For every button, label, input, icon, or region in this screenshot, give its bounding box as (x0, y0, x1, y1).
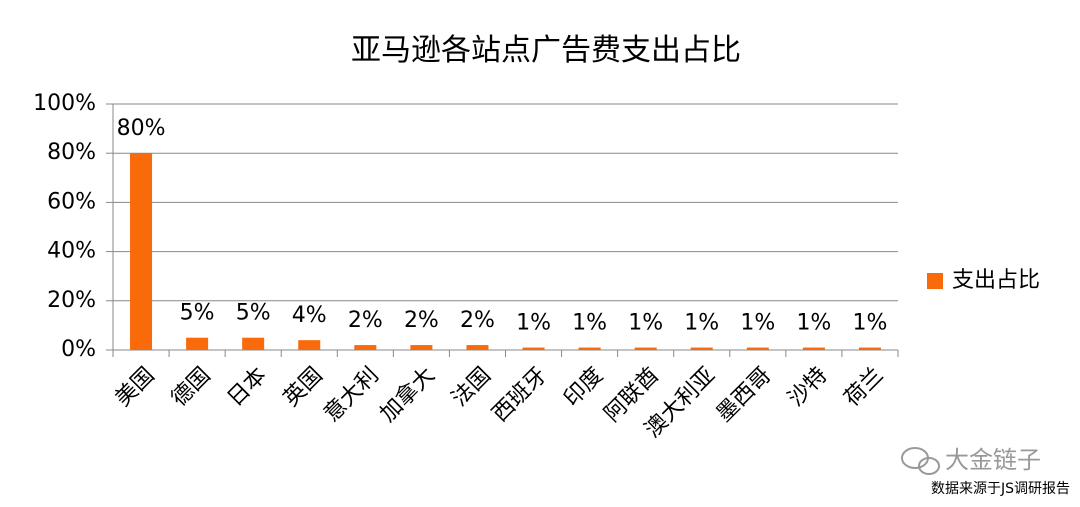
data-label: 1% (684, 311, 719, 336)
legend-label: 支出占比 (952, 268, 1040, 293)
data-label: 4% (292, 303, 327, 328)
bar (578, 347, 601, 350)
y-tick-label: 80% (47, 140, 96, 165)
data-label: 2% (348, 308, 383, 333)
bar (466, 345, 489, 350)
data-label: 5% (236, 301, 271, 326)
bar (802, 347, 825, 350)
legend-swatch (927, 273, 943, 289)
bar (858, 347, 881, 350)
data-label: 1% (853, 311, 888, 336)
data-label: 1% (516, 311, 551, 336)
y-tick-label: 60% (47, 189, 96, 214)
data-label: 5% (180, 301, 215, 326)
bar (354, 345, 377, 350)
bar (298, 340, 321, 350)
watermark-icon (901, 447, 940, 475)
data-label: 1% (572, 311, 607, 336)
chart-title: 亚马逊各站点广告费支出占比 (351, 33, 741, 68)
watermark: 大金链子 (945, 446, 1041, 474)
bar (242, 337, 265, 350)
data-label: 1% (740, 311, 775, 336)
bar (410, 345, 433, 350)
y-tick-label: 40% (47, 239, 96, 264)
data-label: 80% (117, 116, 166, 141)
bar (130, 153, 153, 350)
y-tick-label: 20% (47, 288, 96, 313)
data-label: 1% (796, 311, 831, 336)
y-tick-label: 100% (33, 91, 96, 116)
data-label: 2% (460, 308, 495, 333)
y-tick-label: 0% (61, 337, 96, 362)
bar (634, 347, 657, 350)
data-label: 1% (628, 311, 663, 336)
bar (186, 337, 209, 350)
data-label: 2% (404, 308, 439, 333)
bar (690, 347, 713, 350)
bar (522, 347, 545, 350)
source-note: 数据来源于JS调研报告 (931, 481, 1070, 497)
bar (746, 347, 769, 350)
